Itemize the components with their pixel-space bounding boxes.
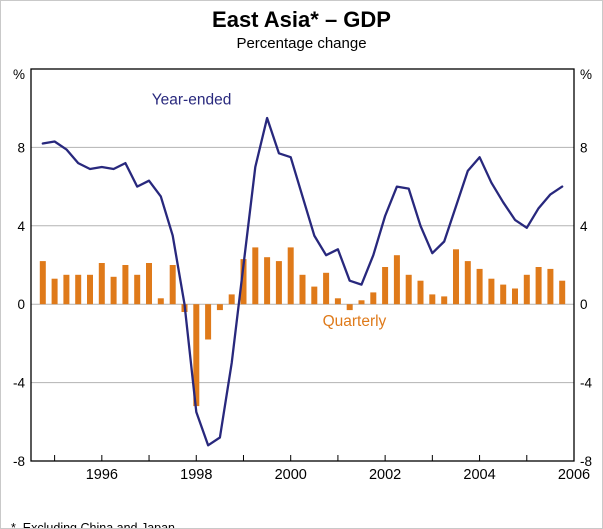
y-axis-unit-left: %: [13, 67, 25, 82]
svg-text:0: 0: [580, 297, 588, 312]
svg-text:-8: -8: [13, 454, 25, 469]
svg-text:-8: -8: [580, 454, 592, 469]
y-axis-unit-right: %: [580, 67, 592, 82]
svg-text:4: 4: [17, 219, 25, 234]
svg-text:1996: 1996: [86, 467, 118, 483]
chart-footnotes: * Excluding China and Japan Source: CEIC: [11, 488, 176, 529]
svg-text:8: 8: [17, 140, 25, 155]
svg-text:2002: 2002: [369, 467, 401, 483]
chart-subtitle: Percentage change: [236, 35, 367, 52]
svg-text:2006: 2006: [558, 467, 590, 483]
x-axis-labels: 1996 1998 2000 2002 2004 2006: [86, 467, 590, 483]
chart-plot-area: -8 -8 -4 -4 0 0 4 4 8 8% % 1996 1998 2000 2002 2004 2006…: [13, 67, 593, 483]
chart-title: East Asia* – GDP: [212, 7, 391, 32]
svg-text:0: 0: [17, 297, 25, 312]
svg-text:8: 8: [580, 140, 588, 155]
plot-frame: [30, 68, 575, 462]
svg-text:-4: -4: [13, 376, 25, 391]
footnote-exclusion: * Excluding China and Japan: [11, 521, 176, 529]
svg-text:4: 4: [580, 219, 588, 234]
annotation-year-ended: Year-ended: [152, 91, 232, 108]
svg-text:2000: 2000: [275, 467, 307, 483]
svg-text:2004: 2004: [463, 467, 495, 483]
annotation-quarterly: Quarterly: [323, 313, 387, 330]
x-axis-ticks: [54, 455, 528, 461]
year-ended-line: [41, 116, 564, 447]
y-axis-labels: -8 -8 -4 -4 0 0 4 4 8 8%%: [13, 67, 593, 469]
svg-text:-4: -4: [580, 376, 592, 391]
quarterly-bars: [39, 247, 566, 407]
svg-text:1998: 1998: [180, 467, 212, 483]
